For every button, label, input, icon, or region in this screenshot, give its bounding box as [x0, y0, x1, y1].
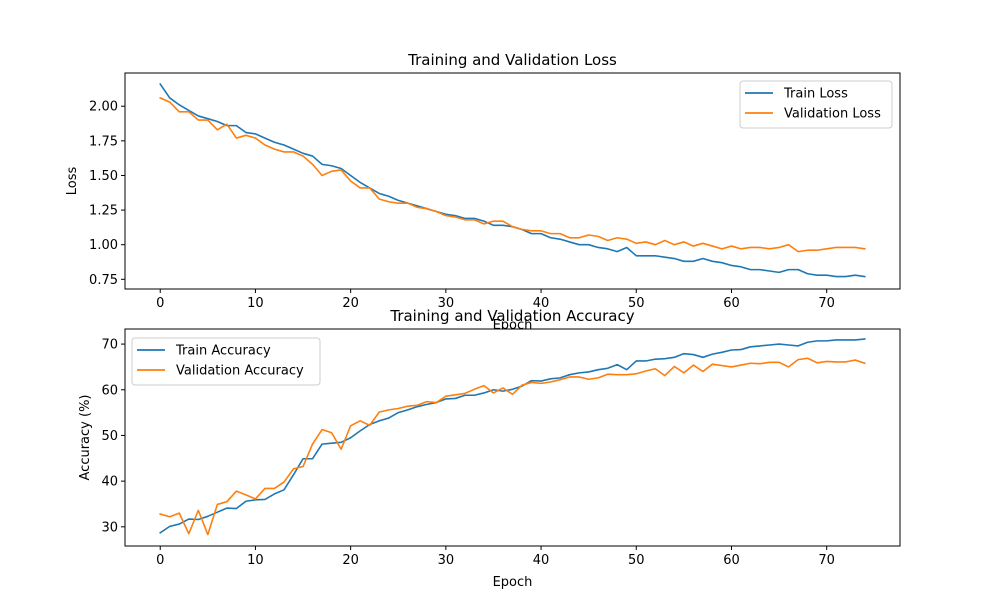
loss-y-tick-label: 1.75	[89, 134, 118, 149]
accuracy-y-tick-label: 60	[101, 383, 118, 398]
accuracy-y-tick-label: 70	[101, 338, 118, 353]
loss-x-tick-label: 70	[818, 296, 835, 311]
loss-x-tick-label: 20	[342, 296, 359, 311]
accuracy-x-axis-label: Epoch	[493, 575, 533, 590]
accuracy-x-tick-label: 40	[533, 553, 550, 568]
accuracy-series-train-line	[159, 338, 866, 534]
loss-legend-label-validation: Validation Loss	[784, 107, 881, 122]
loss-chart: 0 10 20 30 40 50 60 700.751.001.251.501.752.00E…	[65, 51, 901, 333]
loss-x-tick-label: 60	[723, 296, 740, 311]
accuracy-chart-title: Training and Validation Accuracy	[389, 307, 634, 325]
accuracy-legend-box	[131, 337, 321, 386]
accuracy-x-tick-label: 70	[818, 553, 835, 568]
accuracy-y-tick-label: 40	[101, 475, 118, 490]
loss-y-axis-label: Loss	[65, 167, 80, 196]
accuracy-y-tick-label: 50	[101, 429, 118, 444]
loss-x-tick-label: 0	[156, 296, 164, 311]
accuracy-legend-label-train: Train Accuracy	[175, 344, 271, 359]
loss-legend: Train Loss Validation Loss	[739, 80, 893, 129]
loss-series-validation-line	[159, 96, 866, 253]
accuracy-chart: 0 10 20 30 40 50 60 70 30 40 50 60 70 Epoch Accuracy (…	[78, 307, 901, 590]
loss-x-tick-label: 10	[247, 296, 264, 311]
accuracy-x-tick-label: 20	[342, 553, 359, 568]
loss-y-tick-label: 1.50	[89, 169, 118, 184]
accuracy-y-tick-label: 30	[101, 520, 118, 535]
loss-x-tick-label: 50	[628, 296, 645, 311]
loss-y-tick-label: 2.00	[89, 100, 118, 115]
accuracy-x-tick-label: 30	[438, 553, 455, 568]
loss-legend-label-train: Train Loss	[783, 87, 848, 102]
loss-legend-box	[739, 80, 893, 129]
accuracy-x-tick-label: 60	[723, 553, 740, 568]
accuracy-y-axis-label: Accuracy (%)	[78, 395, 93, 481]
loss-y-tick-label: 1.25	[89, 204, 118, 219]
accuracy-x-tick-label: 0	[156, 553, 164, 568]
loss-y-tick-label: 1.00	[89, 238, 118, 253]
accuracy-legend: Train Accuracy Validation Accuracy	[131, 337, 321, 386]
accuracy-x-tick-label: 50	[628, 553, 645, 568]
accuracy-x-tick-label: 10	[247, 553, 264, 568]
loss-x-tick-label: 30	[438, 296, 455, 311]
accuracy-legend-label-validation: Validation Accuracy	[176, 364, 304, 379]
accuracy-series-validation-line	[159, 357, 866, 536]
loss-y-tick-label: 0.75	[89, 273, 118, 288]
loss-chart-title: Training and Validation Loss	[407, 51, 617, 69]
loss-x-tick-label: 40	[533, 296, 550, 311]
